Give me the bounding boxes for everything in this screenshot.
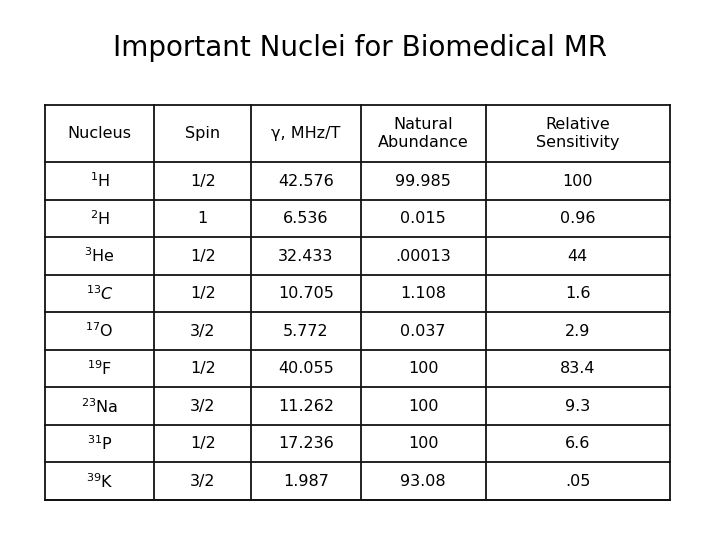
Text: 1.6: 1.6 <box>565 286 590 301</box>
Text: 100: 100 <box>408 361 438 376</box>
Text: 44: 44 <box>567 248 588 264</box>
Text: 0.015: 0.015 <box>400 211 446 226</box>
Text: 1.987: 1.987 <box>283 474 329 489</box>
Text: $^{39}$K: $^{39}$K <box>86 472 114 490</box>
Text: 1/2: 1/2 <box>190 248 216 264</box>
Text: 1: 1 <box>198 211 208 226</box>
Text: 83.4: 83.4 <box>560 361 595 376</box>
Text: 42.576: 42.576 <box>278 173 334 188</box>
Text: Relative
Sensitivity: Relative Sensitivity <box>536 117 620 150</box>
Text: 17.236: 17.236 <box>278 436 334 451</box>
Text: $^{13}$$C$: $^{13}$$C$ <box>86 284 114 303</box>
Text: 10.705: 10.705 <box>278 286 334 301</box>
Text: 1/2: 1/2 <box>190 361 216 376</box>
Text: 3/2: 3/2 <box>190 474 215 489</box>
Text: 100: 100 <box>408 399 438 414</box>
Text: 1/2: 1/2 <box>190 173 216 188</box>
Text: 100: 100 <box>562 173 593 188</box>
Text: 93.08: 93.08 <box>400 474 446 489</box>
Text: .05: .05 <box>565 474 590 489</box>
Text: Important Nuclei for Biomedical MR: Important Nuclei for Biomedical MR <box>113 34 607 62</box>
Text: 99.985: 99.985 <box>395 173 451 188</box>
Text: 3/2: 3/2 <box>190 323 215 339</box>
Text: 6.6: 6.6 <box>565 436 590 451</box>
Text: $^{17}$O: $^{17}$O <box>86 322 114 341</box>
Text: Nucleus: Nucleus <box>68 126 132 141</box>
Text: 0.96: 0.96 <box>560 211 595 226</box>
Text: 32.433: 32.433 <box>278 248 333 264</box>
Text: Spin: Spin <box>185 126 220 141</box>
Text: 100: 100 <box>408 436 438 451</box>
Text: 2.9: 2.9 <box>565 323 590 339</box>
Text: γ, MHz/T: γ, MHz/T <box>271 126 341 141</box>
Text: 1/2: 1/2 <box>190 286 216 301</box>
Text: $^{2}$H: $^{2}$H <box>89 209 110 228</box>
Text: 1.108: 1.108 <box>400 286 446 301</box>
Text: 0.037: 0.037 <box>400 323 446 339</box>
Text: 3/2: 3/2 <box>190 399 215 414</box>
Text: 5.772: 5.772 <box>283 323 329 339</box>
Text: 11.262: 11.262 <box>278 399 334 414</box>
Text: $^{19}$F: $^{19}$F <box>87 359 112 378</box>
Text: $^{23}$Na: $^{23}$Na <box>81 397 118 416</box>
Text: 6.536: 6.536 <box>283 211 329 226</box>
Text: $^{1}$H: $^{1}$H <box>89 172 110 191</box>
Text: 1/2: 1/2 <box>190 436 216 451</box>
Text: 40.055: 40.055 <box>278 361 334 376</box>
Text: $^{3}$He: $^{3}$He <box>84 247 115 266</box>
Text: Natural
Abundance: Natural Abundance <box>378 117 469 150</box>
Text: 9.3: 9.3 <box>565 399 590 414</box>
Text: .00013: .00013 <box>395 248 451 264</box>
Text: $^{31}$P: $^{31}$P <box>86 434 112 453</box>
